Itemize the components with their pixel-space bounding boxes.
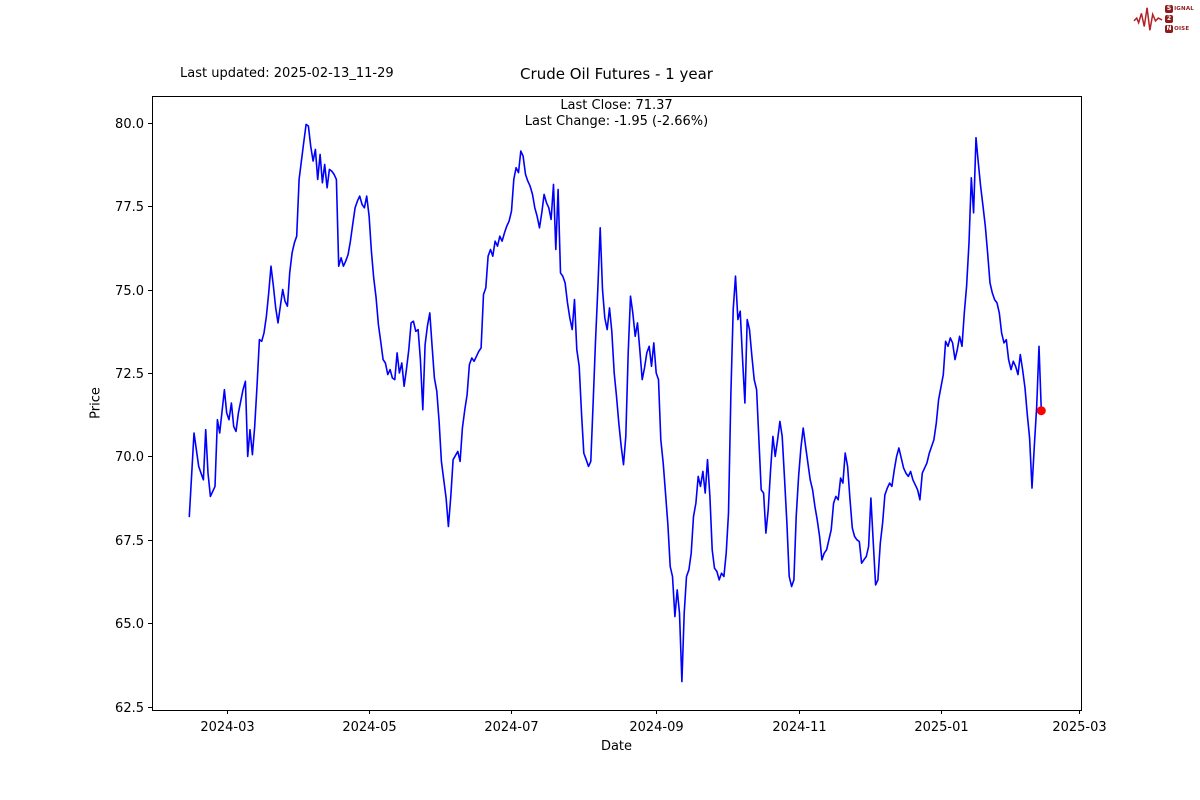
y-tick-label: 77.5 [115,200,144,215]
y-tick-label: 72.5 [115,367,144,382]
x-tick-label: 2024-03 [200,720,254,735]
y-tick-label: 65.0 [115,617,144,632]
last-close-marker [1036,406,1046,416]
y-tick-label: 75.0 [115,284,144,299]
logo-badge-2: 2 [1165,15,1174,23]
x-tick-label: 2024-07 [484,720,538,735]
logo-row-2: 2 [1165,15,1194,24]
x-tick-label: 2024-11 [772,720,826,735]
logo-row-noise: N OISE [1165,25,1194,34]
last-updated-text: Last updated: 2025-02-13_11-29 [180,66,394,81]
x-tick-label: 2025-01 [914,720,968,735]
y-axis-label: Price [88,387,104,419]
logo-badge-s: S [1165,5,1174,13]
x-tick-label: 2024-09 [629,720,683,735]
logo-badge-n: N [1165,25,1174,33]
y-tick-label: 67.5 [115,534,144,549]
x-axis-label: Date [600,739,633,754]
y-tick-label: 70.0 [115,450,144,465]
x-tick-label: 2025-03 [1052,720,1106,735]
y-tick-label: 62.5 [115,701,144,716]
chart-title: Crude Oil Futures - 1 year [520,65,713,83]
price-line [188,123,1043,683]
last-change-annotation: Last Change: -1.95 (-2.66%) [524,114,709,129]
axes-frame [152,96,1082,711]
logo-text: S IGNAL 2 N OISE [1165,5,1194,34]
logo-word-noise: OISE [1174,26,1190,32]
x-tick-label: 2024-05 [342,720,396,735]
signal2noise-logo: S IGNAL 2 N OISE [1133,4,1194,34]
y-tick-label: 80.0 [115,117,144,132]
last-close-annotation: Last Close: 71.37 [560,98,673,113]
logo-word-signal: IGNAL [1174,6,1194,12]
logo-row-signal: S IGNAL [1165,5,1194,14]
waveform-icon [1133,7,1163,31]
